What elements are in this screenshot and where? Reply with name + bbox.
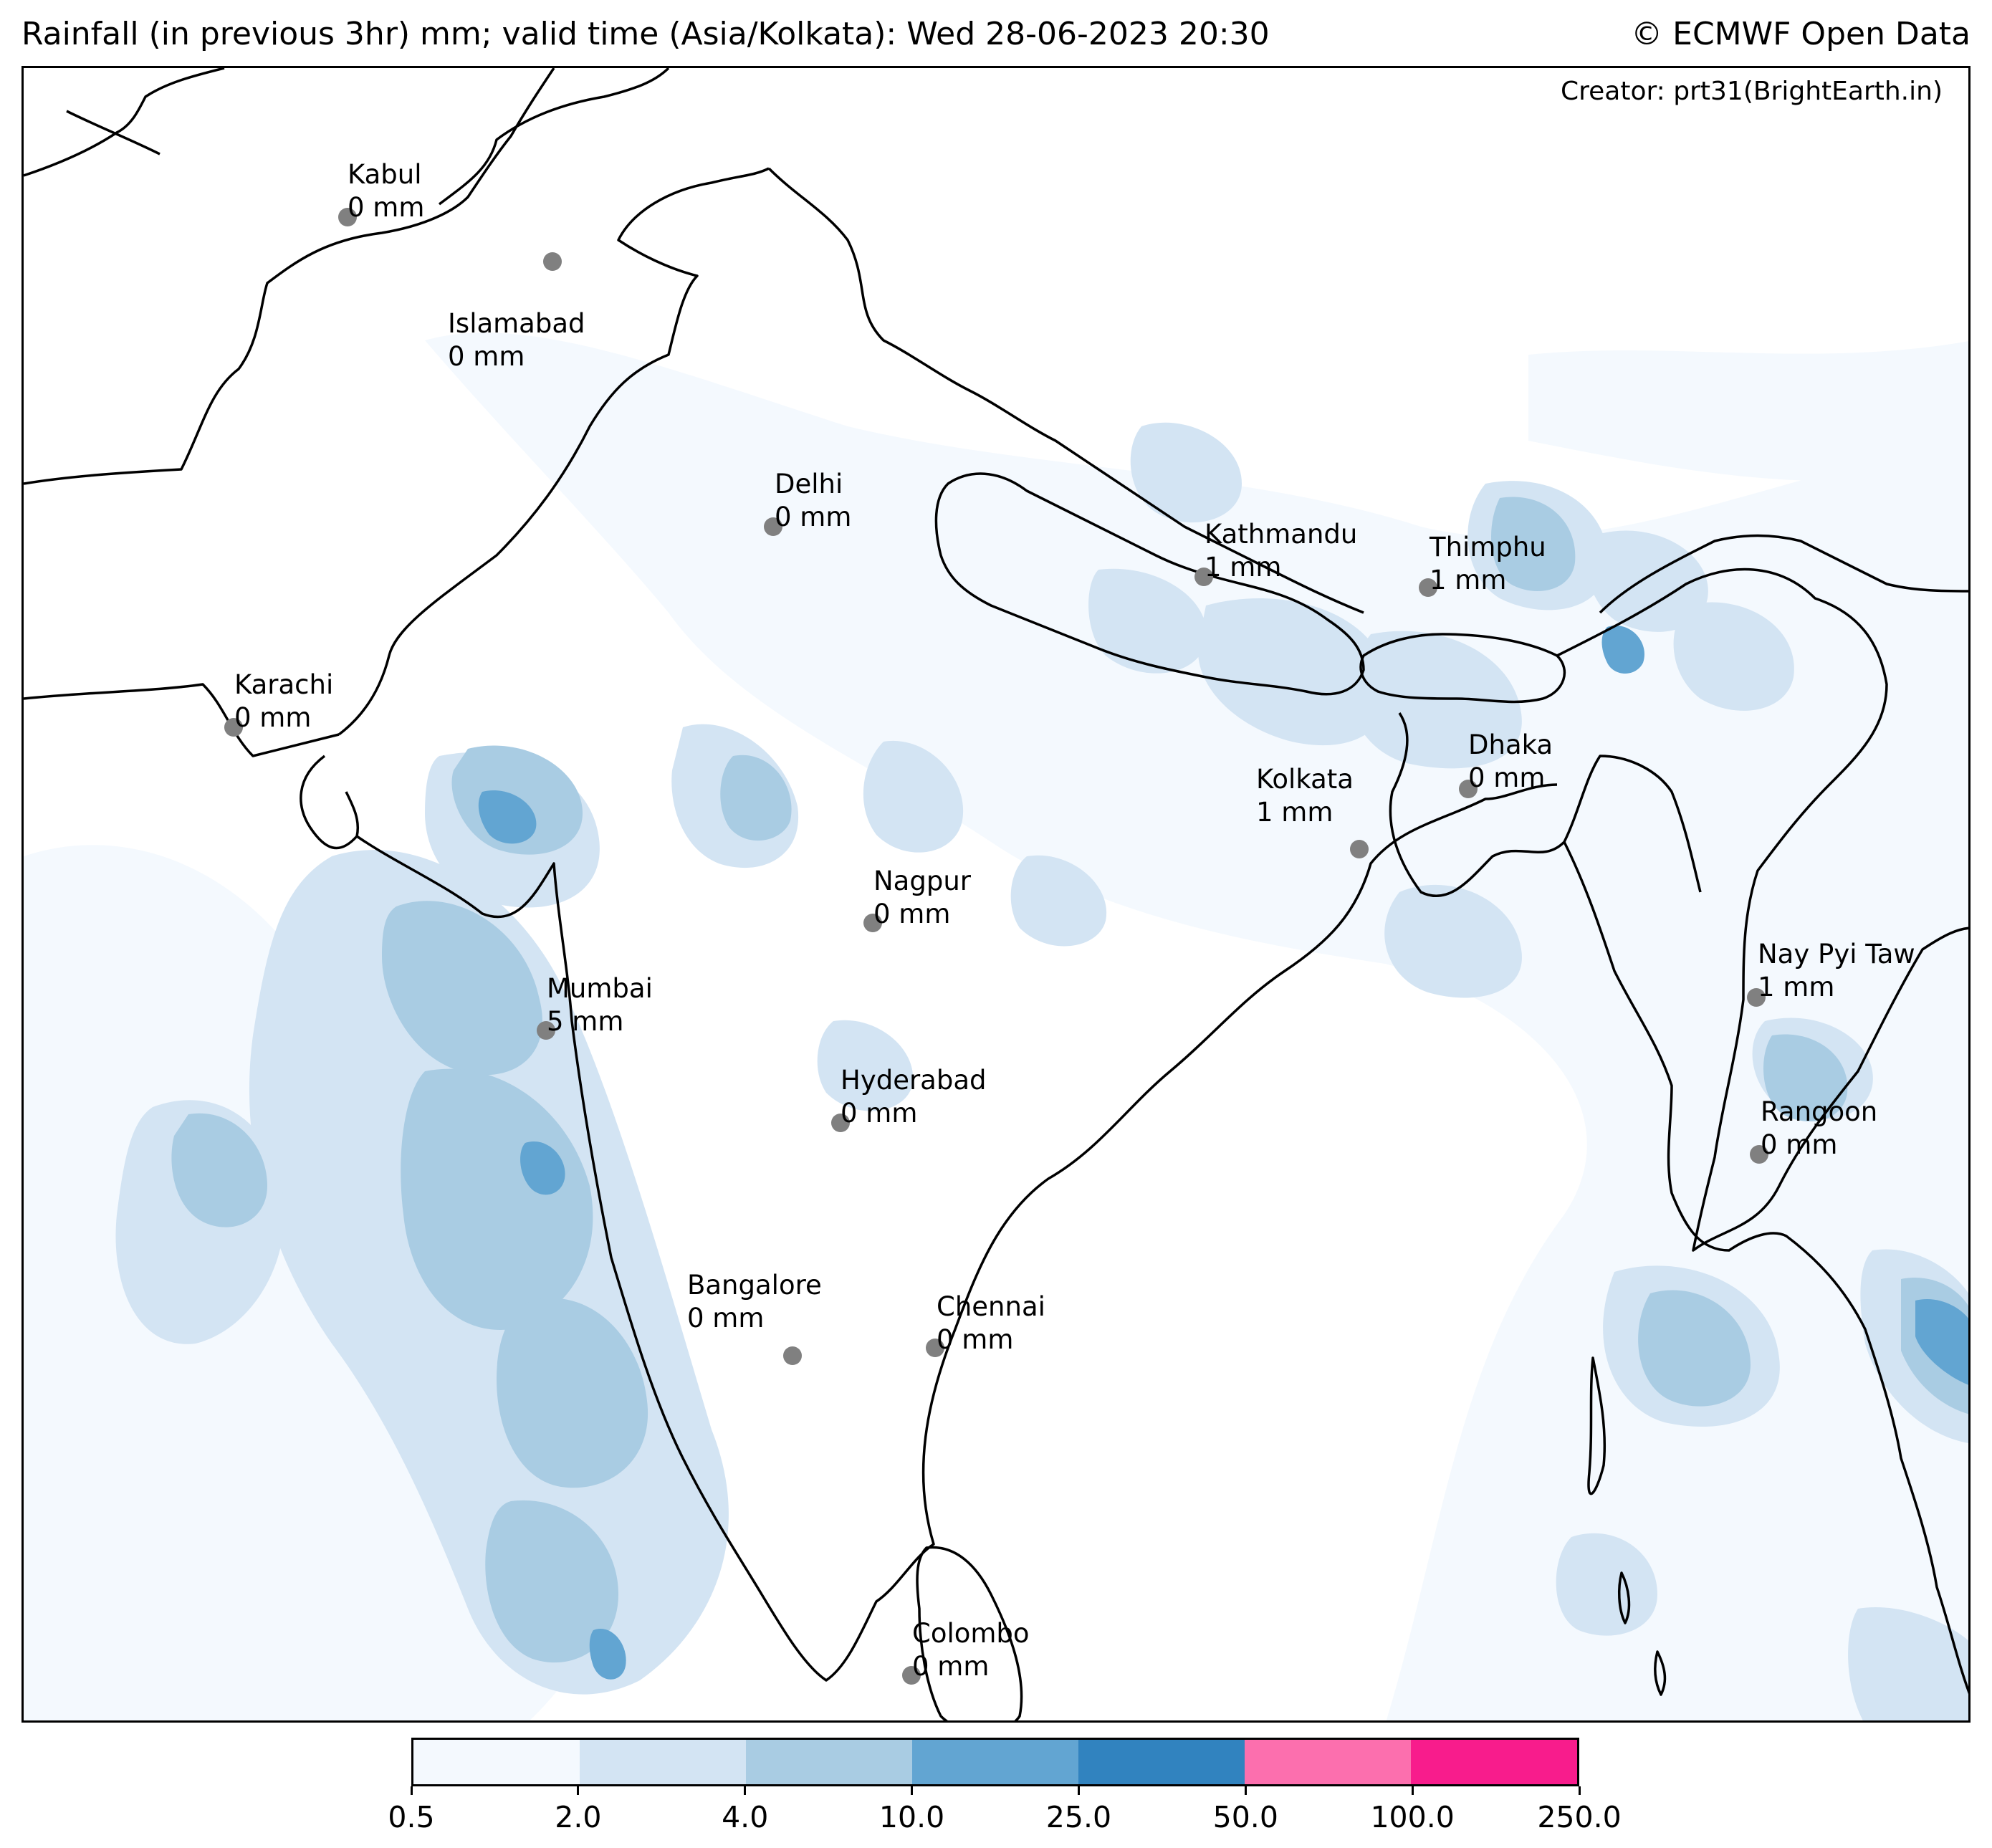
colorbar-tick-mark bbox=[1244, 1786, 1247, 1795]
city-marker-kathmandu bbox=[1194, 568, 1213, 586]
colorbar-segment bbox=[413, 1740, 580, 1784]
colorbar-tick-label: 2.0 bbox=[555, 1800, 602, 1834]
colorbar-tick-mark bbox=[410, 1786, 413, 1795]
colorbar-segment bbox=[580, 1740, 746, 1784]
colorbar-segment bbox=[1078, 1740, 1245, 1784]
colorbar-tick-label: 50.0 bbox=[1212, 1800, 1278, 1834]
city-marker-kabul bbox=[338, 208, 357, 226]
colorbar-tick-mark bbox=[1077, 1786, 1080, 1795]
city-label-dhaka: Dhaka 0 mm bbox=[1468, 729, 1553, 793]
city-marker-chennai bbox=[926, 1339, 944, 1357]
colorbar-tick-label: 250.0 bbox=[1537, 1800, 1622, 1834]
colorbar-tick-mark bbox=[744, 1786, 747, 1795]
colorbar-segment bbox=[1245, 1740, 1411, 1784]
colorbar-tick-mark bbox=[1578, 1786, 1581, 1795]
city-marker-thimphu bbox=[1419, 578, 1437, 597]
city-label-karachi: Karachi 0 mm bbox=[234, 669, 334, 733]
city-label-nay-pyi-taw: Nay Pyi Taw 1 mm bbox=[1758, 939, 1915, 1002]
city-marker-dhaka bbox=[1459, 780, 1478, 798]
city-label-kolkata: Kolkata 1 mm bbox=[1256, 764, 1354, 828]
city-marker-karachi bbox=[224, 718, 243, 737]
city-label-thimphu: Thimphu 1 mm bbox=[1430, 532, 1546, 595]
map-panel: Creator: prt31(BrightEarth.in) Kabul 0 mm… bbox=[21, 66, 1971, 1723]
rainfall-intense bbox=[478, 626, 1968, 1680]
city-label-bangalore: Bangalore 0 mm bbox=[687, 1270, 822, 1334]
city-label-chennai: Chennai 0 mm bbox=[937, 1291, 1045, 1355]
colorbar-tick-mark bbox=[1411, 1786, 1414, 1795]
colorbar-tick-mark bbox=[911, 1786, 914, 1795]
city-label-delhi: Delhi 0 mm bbox=[775, 469, 852, 532]
map-title: Rainfall (in previous 3hr) mm; valid tim… bbox=[21, 16, 1270, 52]
colorbar-tick-label: 25.0 bbox=[1045, 1800, 1112, 1834]
city-label-hyderabad: Hyderabad 0 mm bbox=[841, 1065, 987, 1129]
city-marker-rangoon bbox=[1750, 1145, 1768, 1164]
city-label-kathmandu: Kathmandu 1 mm bbox=[1205, 519, 1358, 583]
creator-label: Creator: prt31(BrightEarth.in) bbox=[1561, 77, 1943, 106]
colorbar-segment bbox=[1411, 1740, 1577, 1784]
city-marker-nagpur bbox=[863, 914, 882, 932]
colorbar-tick-label: 4.0 bbox=[722, 1800, 769, 1834]
city-label-mumbai: Mumbai 5 mm bbox=[547, 973, 653, 1037]
city-marker-hyderabad bbox=[831, 1114, 850, 1132]
city-marker-colombo bbox=[902, 1666, 921, 1685]
city-marker-mumbai bbox=[537, 1021, 555, 1040]
coastlines-borders bbox=[24, 68, 1968, 1720]
rainfall-map bbox=[24, 68, 1968, 1720]
city-marker-kolkata bbox=[1350, 840, 1369, 858]
city-marker-islamabad bbox=[543, 252, 562, 271]
colorbar-tick-label: 0.5 bbox=[388, 1800, 435, 1834]
city-marker-nay-pyi-taw bbox=[1747, 988, 1766, 1007]
city-label-kabul: Kabul 0 mm bbox=[348, 159, 425, 223]
city-marker-delhi bbox=[764, 517, 782, 536]
city-label-islamabad: Islamabad 0 mm bbox=[448, 308, 585, 372]
city-label-nagpur: Nagpur 0 mm bbox=[873, 866, 971, 929]
city-label-colombo: Colombo 0 mm bbox=[912, 1618, 1030, 1682]
colorbar-tick-mark bbox=[577, 1786, 580, 1795]
colorbar-segment bbox=[746, 1740, 912, 1784]
colorbar bbox=[411, 1738, 1579, 1786]
city-marker-bangalore bbox=[783, 1346, 802, 1365]
city-label-rangoon: Rangoon 0 mm bbox=[1761, 1096, 1878, 1160]
colorbar-tick-label: 100.0 bbox=[1370, 1800, 1455, 1834]
colorbar-segment bbox=[912, 1740, 1078, 1784]
copyright-label: © ECMWF Open Data bbox=[1631, 16, 1971, 52]
colorbar-tick-label: 10.0 bbox=[878, 1800, 945, 1834]
